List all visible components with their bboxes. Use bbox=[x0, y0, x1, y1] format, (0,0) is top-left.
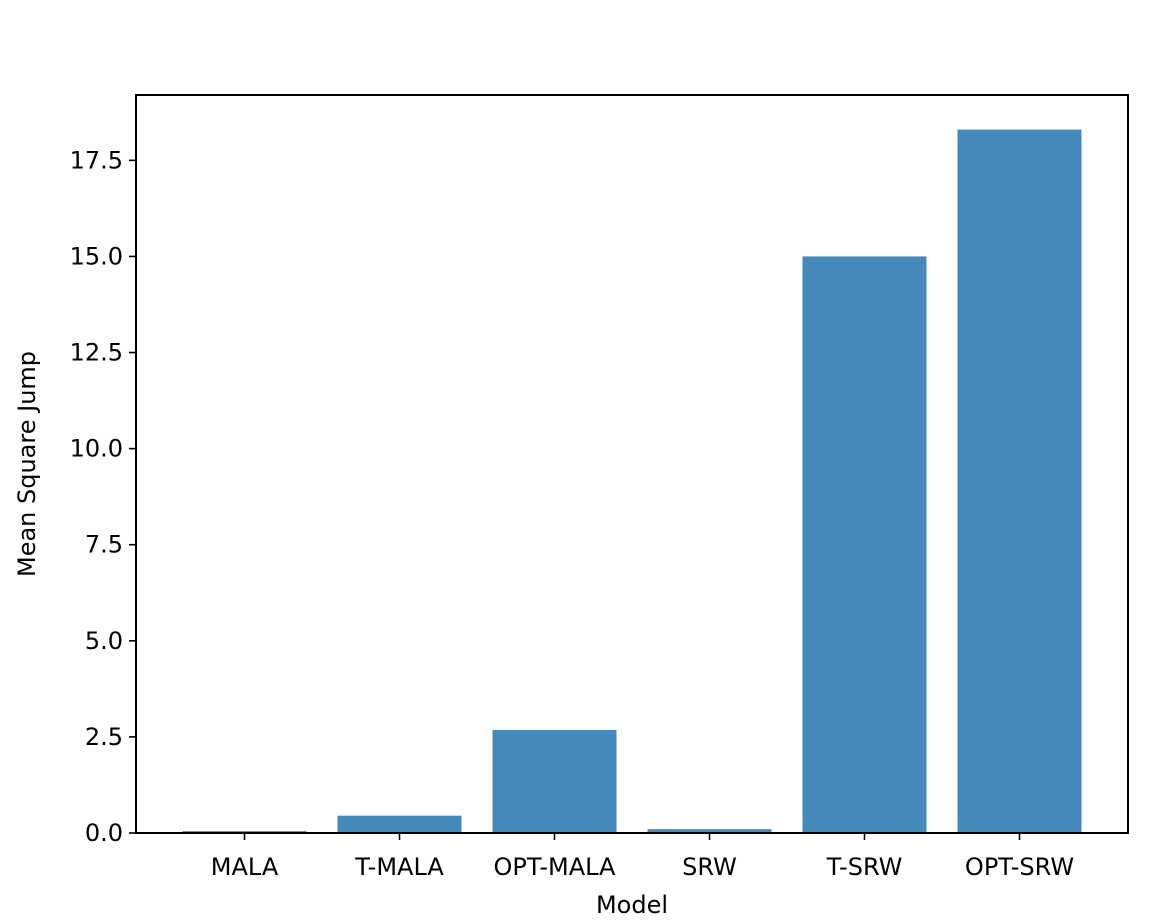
y-tick-label: 10.0 bbox=[70, 435, 123, 463]
x-tick-label: MALA bbox=[211, 853, 279, 881]
y-ticks-group: 0.0 2.5 5.0 7.5 10.0 12.5 15.0 17.5 bbox=[70, 146, 136, 847]
y-axis-label: Mean Square Jump bbox=[13, 351, 41, 577]
x-tick-label: OPT-SRW bbox=[965, 853, 1074, 881]
plot-frame bbox=[135, 94, 1129, 834]
y-tick-label: 15.0 bbox=[70, 242, 123, 270]
y-tick-label: 0.0 bbox=[85, 819, 123, 847]
bar-t-srw bbox=[802, 256, 927, 833]
x-tick-label: SRW bbox=[682, 853, 737, 881]
bars-group bbox=[182, 129, 1082, 833]
y-tick-label: 7.5 bbox=[85, 531, 123, 559]
bar-opt-srw bbox=[957, 129, 1082, 833]
x-tick-label: T-SRW bbox=[826, 853, 903, 881]
x-ticks-group: MALA T-MALA OPT-MALA SRW T-SRW OPT-SRW bbox=[211, 833, 1074, 881]
y-tick-label: 5.0 bbox=[85, 627, 123, 655]
bar-t-mala bbox=[337, 815, 462, 833]
x-tick-label: OPT-MALA bbox=[494, 853, 617, 881]
bar-opt-mala bbox=[492, 729, 617, 833]
bar-srw bbox=[647, 829, 772, 833]
x-tick-label: T-MALA bbox=[354, 853, 444, 881]
y-tick-label: 17.5 bbox=[70, 146, 123, 174]
x-axis-label: Model bbox=[596, 891, 668, 919]
y-tick-label: 12.5 bbox=[70, 339, 123, 367]
y-tick-label: 2.5 bbox=[85, 723, 123, 751]
